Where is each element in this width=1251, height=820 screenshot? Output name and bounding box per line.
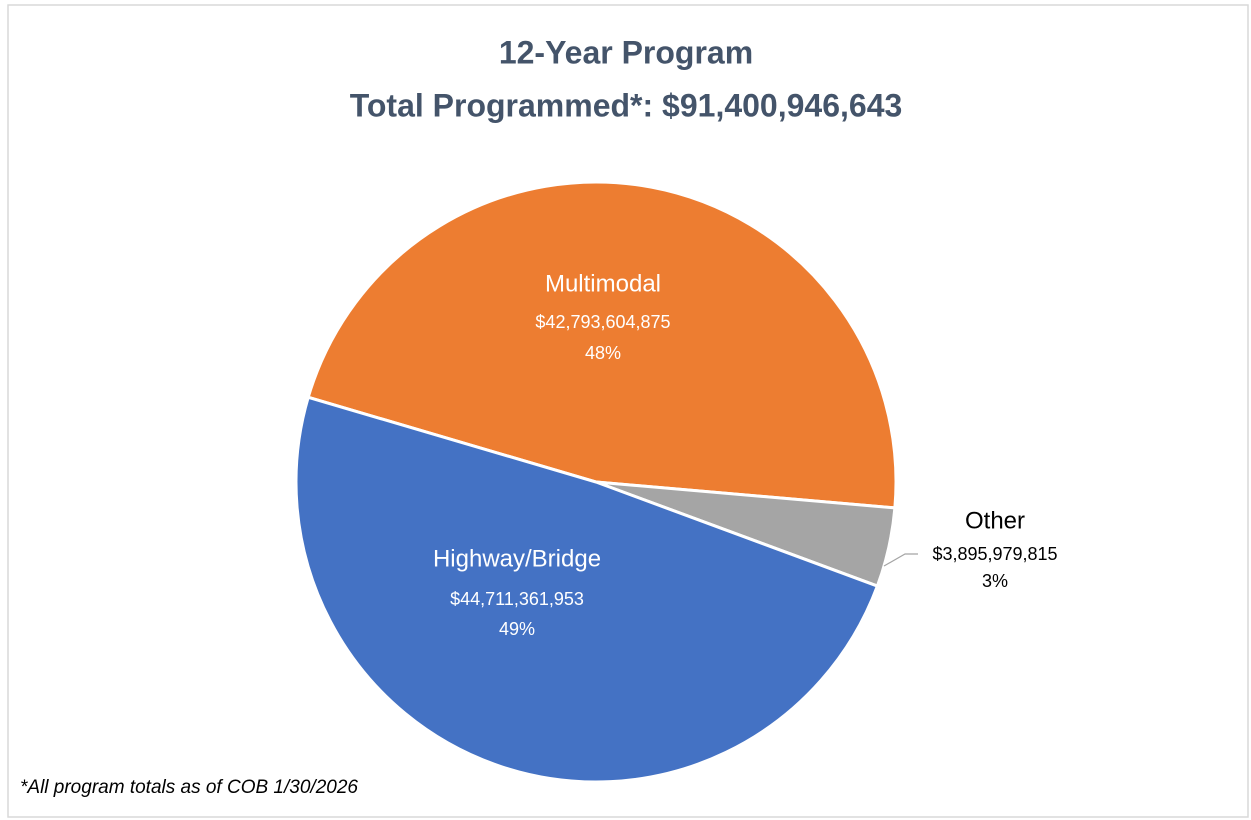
- slice-percent-label: 49%: [499, 619, 535, 639]
- slice-percent-label: 48%: [585, 343, 621, 363]
- slice-value-label: $3,895,979,815: [932, 544, 1057, 564]
- slice-value-label: $44,711,361,953: [450, 589, 584, 609]
- slice-label: Other: [965, 507, 1025, 534]
- slice-percent-label: 3%: [982, 571, 1008, 591]
- footnote: *All program totals as of COB 1/30/2026: [20, 777, 358, 798]
- chart-title: 12-Year Program: [499, 34, 753, 70]
- leader-line: [883, 553, 918, 567]
- pie-slice: [294, 395, 880, 784]
- pie-slice: [306, 180, 898, 510]
- slice-label: Multimodal: [545, 270, 661, 297]
- chart-subtitle: Total Programmed*: $91,400,946,643: [350, 87, 903, 123]
- slice-value-label: $42,793,604,875: [535, 312, 670, 332]
- slice-label: Highway/Bridge: [433, 545, 601, 572]
